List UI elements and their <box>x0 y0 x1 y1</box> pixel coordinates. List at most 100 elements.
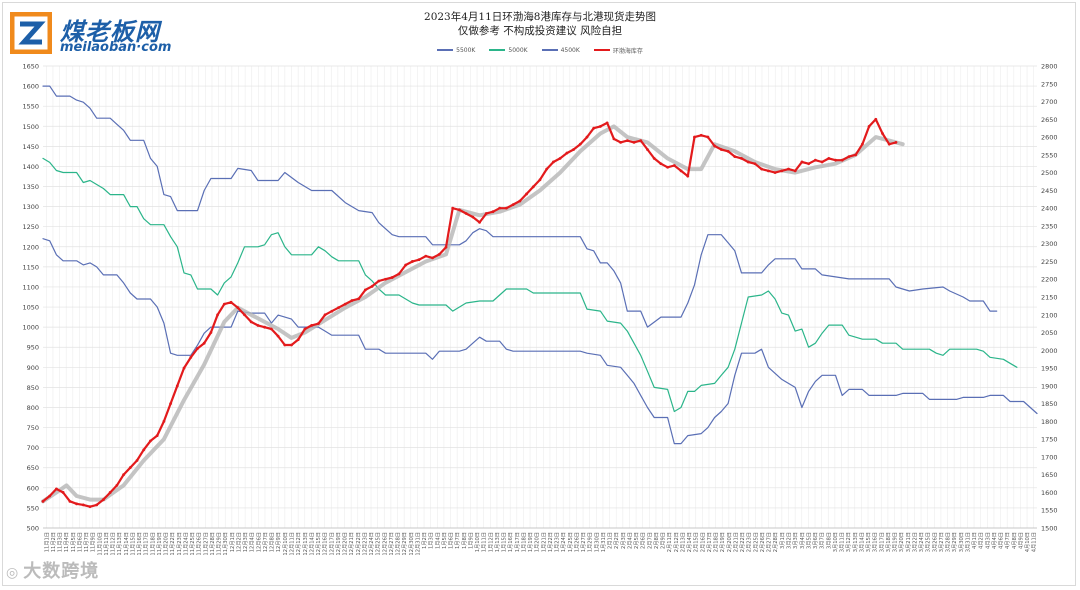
series-point-inventory <box>706 135 710 139</box>
legend-label: 4500K <box>560 46 580 54</box>
series-point-inventory <box>249 320 253 324</box>
x-tick-label: 4月9日 <box>1017 532 1024 549</box>
x-tick-label: 1月5日 <box>441 532 448 549</box>
legend-swatch <box>593 49 610 51</box>
x-tick-label: 12月17日 <box>328 532 335 556</box>
series-point-inventory <box>296 338 300 342</box>
y-right-tick-label: 1950 <box>1041 365 1058 373</box>
series-point-inventory <box>719 148 723 151</box>
chart-title: 2023年4月11日环渤海8港库存与北港现货走势图 <box>424 11 656 23</box>
series-point-inventory <box>686 174 690 178</box>
x-tick-label: 3月21日 <box>905 532 912 552</box>
x-tick-label: 3月14日 <box>858 532 865 552</box>
legend-item[interactable]: 5500K <box>437 44 475 56</box>
x-tick-label: 11月1日 <box>43 532 50 552</box>
legend-label: 5500K <box>456 46 476 54</box>
y-right-tick-label: 1500 <box>1041 525 1058 533</box>
series-point-inventory <box>182 366 186 370</box>
series-point-inventory <box>672 164 676 167</box>
x-tick-label: 2月17日 <box>706 532 713 552</box>
x-tick-label: 2月22日 <box>739 532 746 552</box>
y-left-tick-label: 1650 <box>22 63 39 71</box>
x-tick-label: 3月25日 <box>925 532 932 552</box>
y-left-tick-label: 1100 <box>22 283 39 291</box>
x-tick-label: 11月17日 <box>143 532 150 556</box>
series-point-inventory <box>505 206 508 210</box>
series-point-inventory <box>511 203 515 207</box>
x-tick-label: 1月12日 <box>487 532 494 552</box>
series-point-inventory <box>229 300 233 304</box>
x-tick-label: 12月29日 <box>401 532 408 556</box>
series-point-inventory <box>471 215 475 219</box>
x-tick-label: 1月19日 <box>527 532 534 552</box>
y-left-tick-label: 1550 <box>22 103 39 111</box>
x-tick-label: 1月20日 <box>534 532 541 552</box>
y-left-tick-label: 600 <box>27 484 39 492</box>
x-tick-label: 12月10日 <box>282 532 289 556</box>
series-point-inventory <box>283 343 287 347</box>
x-tick-label: 11月19日 <box>156 532 163 556</box>
series-point-inventory <box>538 178 542 182</box>
x-tick-label: 1月23日 <box>554 532 561 552</box>
brand-logo: 煤老板网 meilaoban·com <box>9 11 200 56</box>
series-point-inventory <box>887 142 891 146</box>
series-point-inventory <box>95 503 99 507</box>
series-point-inventory <box>370 284 374 288</box>
y-right-tick-label: 2000 <box>1041 347 1058 355</box>
y-left-tick-label: 1200 <box>22 243 39 251</box>
chart-subtitle: 仅做参考 不构成投资建议 风险自担 <box>457 25 623 37</box>
x-tick-label: 12月11日 <box>289 532 296 556</box>
legend-item[interactable]: 5000K <box>489 44 528 56</box>
x-tick-label: 3月4日 <box>799 532 806 549</box>
series-point-inventory <box>666 165 670 169</box>
series-point-inventory <box>337 306 340 310</box>
series-point-inventory <box>860 142 864 146</box>
x-tick-label: 12月14日 <box>308 532 315 556</box>
x-tick-label: 1月25日 <box>567 532 574 552</box>
series-point-inventory <box>646 148 649 151</box>
series-point-inventory <box>847 155 851 159</box>
y-right-tick-label: 2200 <box>1041 276 1058 284</box>
x-tick-label: 11月20日 <box>163 532 170 556</box>
y-right-tick-label: 2550 <box>1041 151 1058 159</box>
x-tick-label: 2月19日 <box>719 532 726 552</box>
x-tick-label: 12月15日 <box>315 532 322 556</box>
y-left-tick-label: 1400 <box>22 163 39 171</box>
series-point-inventory <box>410 260 414 263</box>
legend-item[interactable]: 4500K <box>541 44 580 56</box>
series-point-inventory <box>162 419 166 423</box>
x-tick-label: 3月19日 <box>892 532 899 552</box>
x-tick-label: 2月14日 <box>686 532 693 552</box>
x-tick-label: 2月26日 <box>759 532 766 552</box>
x-tick-label: 12月21日 <box>348 532 355 556</box>
x-tick-label: 12月12日 <box>295 532 302 556</box>
y-right-tick-label: 1600 <box>1041 489 1058 497</box>
x-tick-label: 1月10日 <box>474 532 481 552</box>
x-tick-label: 11月27日 <box>202 532 209 556</box>
x-tick-label: 1月31日 <box>600 532 607 552</box>
x-tick-label: 4月10日 <box>1024 532 1031 552</box>
y-left-tick-label: 1000 <box>22 324 39 332</box>
series-point-inventory <box>290 343 293 347</box>
y-right-tick-label: 2750 <box>1041 80 1058 88</box>
y-right-tick-label: 2400 <box>1041 205 1058 213</box>
y-left-tick-label: 500 <box>27 525 39 533</box>
x-tick-label: 3月3日 <box>792 532 799 549</box>
x-tick-label: 3月20日 <box>898 532 905 552</box>
x-tick-label: 11月10日 <box>96 532 103 556</box>
x-tick-label: 11月16日 <box>136 532 143 556</box>
series-point-inventory <box>404 263 408 267</box>
series-point-inventory <box>632 141 636 144</box>
series-point-inventory <box>545 167 549 171</box>
y-left-tick-label: 550 <box>27 504 39 512</box>
x-tick-label: 3月12日 <box>845 532 852 552</box>
x-tick-label: 2月1日 <box>607 532 614 549</box>
x-tick-label: 1月27日 <box>580 532 587 552</box>
x-tick-label: 1月15日 <box>501 532 508 552</box>
series-point-inventory <box>827 157 831 160</box>
legend-item[interactable]: 环渤海库存 <box>593 44 643 56</box>
series-point-inventory <box>478 220 481 224</box>
x-tick-label: 3月24日 <box>918 532 925 552</box>
x-tick-label: 2月4日 <box>626 532 633 549</box>
x-tick-label: 4月8日 <box>1011 532 1018 549</box>
